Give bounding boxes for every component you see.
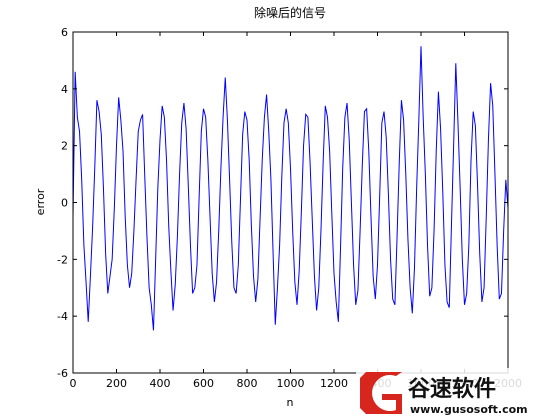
watermark-logo [360,372,402,414]
x-tick-label: 1000 [277,377,305,390]
x-tick-label: 1200 [320,377,348,390]
x-tick-label: 0 [70,377,77,390]
y-tick-label: -2 [57,253,68,266]
y-tick-label: 4 [61,83,68,96]
y-tick-label: 0 [61,197,68,210]
y-tick-label: -4 [57,310,68,323]
x-tick-label: 600 [193,377,214,390]
y-tick-label: -6 [57,367,68,380]
chart-title: 除噪后的信号 [254,5,326,20]
watermark-url: www.gusosoft.com [410,403,528,416]
y-tick-label: 2 [61,140,68,153]
watermark-name: 谷速软件 [408,376,496,402]
y-axis-label: error [34,188,47,215]
x-axis-label: n [287,396,294,409]
watermark: 谷速软件 www.gusosoft.com [356,368,556,418]
x-tick-label: 400 [150,377,171,390]
x-tick-label: 800 [237,377,258,390]
x-tick-label: 200 [106,377,127,390]
y-tick-label: 6 [61,26,68,39]
watermark-bg [356,368,556,418]
signal-line [72,46,509,331]
